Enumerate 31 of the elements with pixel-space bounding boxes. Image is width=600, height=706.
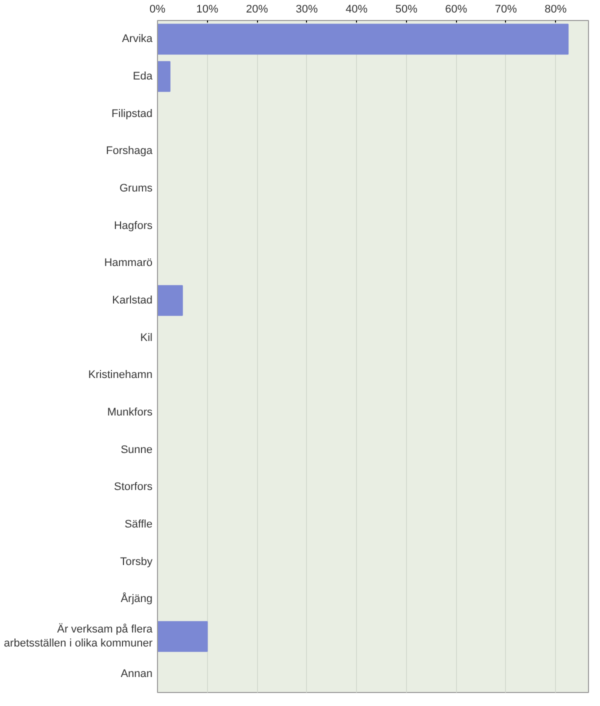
bar — [158, 621, 208, 652]
y-tick-label: Hagfors — [114, 220, 153, 232]
y-tick-label: Annan — [120, 668, 153, 680]
y-tick-label: Karlstad — [112, 294, 153, 306]
y-tick-label: Forshaga — [106, 145, 154, 158]
x-tick-label: 40% — [346, 4, 368, 16]
y-tick-label: Grums — [120, 182, 153, 194]
y-tick-label: Torsby — [120, 556, 153, 568]
x-tick-label: 60% — [445, 4, 468, 16]
x-tick-label: 0% — [150, 4, 166, 16]
y-tick-label: Munkfors — [107, 406, 153, 418]
x-tick-label: 50% — [395, 4, 418, 16]
y-tick-label: Är verksam på flera arbetsställen i olika kommuner — [4, 622, 154, 650]
y-tick-label: Kil — [140, 332, 153, 344]
y-tick-label: Säffle — [124, 518, 153, 530]
y-tick-label: Kristinehamn — [88, 369, 153, 382]
y-tick-label: Eda — [132, 70, 154, 82]
x-tick-label: 80% — [544, 4, 567, 16]
x-tick-label: 10% — [196, 4, 218, 16]
bar — [158, 61, 170, 92]
x-tick-label: 70% — [494, 4, 518, 16]
y-tick-label: Storfors — [114, 481, 153, 494]
y-tick-label: Årjäng — [120, 592, 152, 606]
y-tick-label: Arvika — [122, 33, 154, 46]
x-tick-label: 30% — [296, 4, 318, 16]
x-tick-label: 20% — [246, 4, 268, 16]
bar — [158, 24, 569, 55]
bar — [158, 285, 183, 316]
y-tick-label: Filipstad — [112, 108, 153, 120]
y-tick-label: Sunne — [120, 444, 153, 456]
y-tick-label: Hammarö — [104, 257, 153, 270]
